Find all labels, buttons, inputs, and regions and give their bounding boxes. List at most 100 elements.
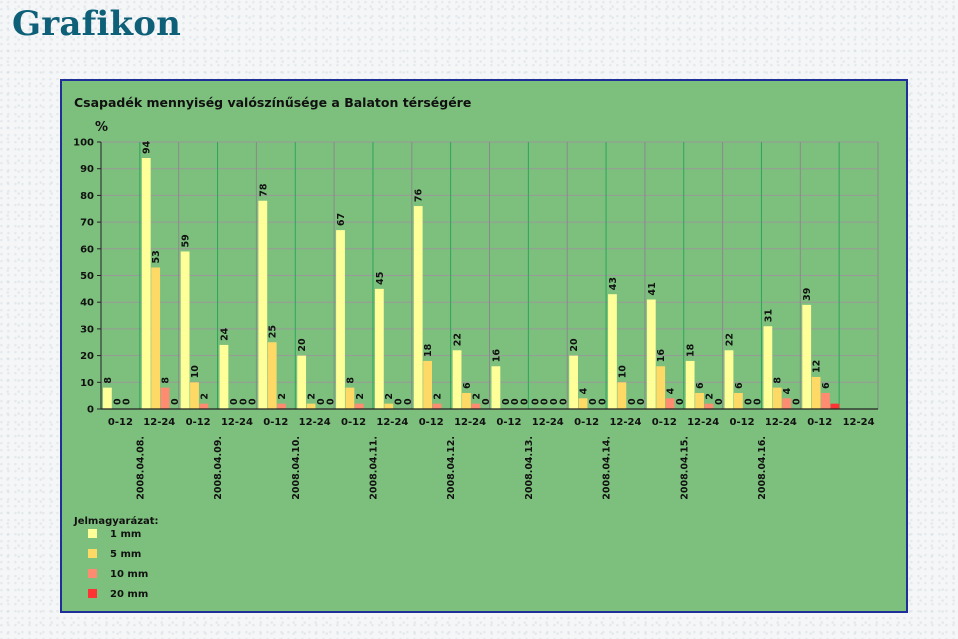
data-label: 78	[258, 183, 269, 197]
data-label: 67	[336, 213, 347, 226]
x-tick-label: 0-12	[652, 417, 677, 428]
bar	[277, 403, 286, 409]
data-label: 0	[558, 398, 569, 405]
x-tick-label: 0-12	[730, 417, 755, 428]
data-label: 2	[277, 393, 288, 400]
data-label: 0	[501, 398, 512, 405]
bar	[219, 344, 229, 409]
data-label: 8	[161, 377, 172, 384]
y-tick-label: 50	[80, 271, 94, 282]
data-label: 18	[423, 343, 434, 357]
bar	[199, 403, 209, 409]
data-label: 0	[316, 398, 327, 405]
data-label: 0	[122, 398, 133, 405]
bar	[830, 403, 840, 409]
bar	[646, 299, 656, 409]
bar	[617, 382, 627, 409]
legend-item-label: 10 mm	[110, 569, 148, 580]
data-label: 22	[725, 333, 736, 346]
data-label: 0	[403, 398, 414, 405]
data-label: 10	[617, 365, 628, 379]
bar	[374, 288, 384, 409]
data-label: 41	[647, 282, 658, 295]
data-label: 0	[112, 398, 123, 405]
bar	[704, 403, 714, 409]
data-label: 0	[792, 398, 803, 405]
data-label: 59	[181, 234, 192, 247]
data-label: 12	[812, 360, 823, 373]
x-tick-label: 12-24	[376, 417, 408, 428]
data-label: 0	[520, 398, 531, 405]
data-label: 2	[384, 393, 395, 400]
chart-frame: Csapadék mennyiség valószínűsége a Balat…	[60, 79, 908, 613]
data-label: 0	[743, 398, 754, 405]
data-label: 4	[782, 387, 793, 394]
data-label: 45	[375, 272, 386, 285]
x-tick-label: 12-24	[221, 417, 253, 428]
bar	[685, 360, 695, 409]
data-label: 2	[433, 393, 444, 400]
data-label: 0	[588, 398, 599, 405]
x-tick-label: 0-12	[341, 417, 366, 428]
data-label: 4	[666, 387, 677, 394]
data-label: 0	[675, 398, 686, 405]
bar	[772, 387, 782, 409]
data-label: 0	[753, 398, 764, 405]
date-label: 2008.04.12.	[446, 436, 457, 500]
legend-item-label: 1 mm	[110, 529, 141, 540]
y-tick-label: 90	[80, 164, 94, 175]
data-label: 6	[734, 382, 745, 389]
data-label: 20	[569, 338, 580, 352]
bar	[345, 387, 355, 409]
y-tick-label: 80	[80, 191, 94, 202]
bar	[811, 376, 821, 409]
date-label: 2008.04.09.	[213, 436, 224, 500]
legend-item-label: 5 mm	[110, 549, 141, 560]
bar	[491, 366, 501, 409]
data-label: 53	[151, 250, 162, 263]
x-tick-label: 0-12	[419, 417, 444, 428]
bar	[695, 392, 704, 409]
y-axis-label: %	[95, 120, 108, 135]
bar	[656, 366, 666, 409]
y-tick-label: 20	[80, 351, 94, 362]
date-label: 2008.04.14.	[602, 436, 613, 500]
data-label: 0	[540, 398, 551, 405]
data-label: 0	[627, 398, 638, 405]
x-tick-label: 0-12	[807, 417, 832, 428]
data-label: 0	[549, 398, 560, 405]
bar	[578, 398, 588, 409]
data-label: 2	[199, 393, 210, 400]
data-label: 2	[471, 393, 482, 400]
data-label: 20	[297, 338, 308, 352]
bar	[782, 398, 792, 409]
legend-swatch	[88, 549, 97, 558]
date-label: 2008.04.16.	[757, 436, 768, 500]
data-label: 10	[190, 365, 201, 379]
y-tick-label: 30	[80, 324, 94, 335]
bar	[306, 403, 316, 409]
bar	[608, 294, 617, 409]
bar	[190, 382, 199, 409]
data-label: 4	[579, 387, 590, 394]
date-label: 2008.04.10.	[291, 436, 302, 500]
data-label: 0	[714, 398, 725, 405]
data-label: 25	[268, 325, 279, 338]
bar	[471, 403, 481, 409]
bar	[423, 360, 432, 409]
x-tick-label: 12-24	[532, 417, 564, 428]
data-label: 8	[103, 377, 114, 384]
bar	[821, 392, 830, 409]
x-tick-label: 12-24	[843, 417, 875, 428]
x-tick-label: 12-24	[609, 417, 641, 428]
date-label: 2008.04.08.	[135, 436, 146, 500]
data-label: 18	[686, 343, 697, 357]
data-label: 76	[414, 188, 425, 202]
grid-layer	[100, 141, 879, 410]
data-label: 39	[802, 288, 813, 301]
data-label: 24	[219, 327, 230, 341]
legend: Jelmagyarázat: 1 mm 5 mm 10 mm 20 mm	[73, 515, 159, 600]
date-label: 2008.04.11.	[368, 436, 379, 500]
data-label: 0	[510, 398, 521, 405]
